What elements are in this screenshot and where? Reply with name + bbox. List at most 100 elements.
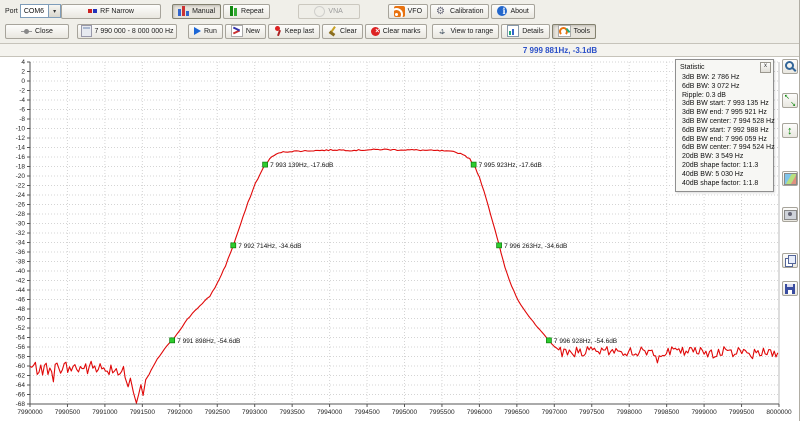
trace-marker[interactable] — [262, 161, 268, 168]
rf-narrow-button[interactable]: RF Narrow — [61, 3, 162, 19]
clear-button[interactable]: Clear — [322, 23, 363, 39]
x-tick-label: 7998500 — [654, 409, 680, 416]
marker-label: 7 995 923Hz, -17.6dB — [479, 162, 542, 169]
screenshot-button[interactable] — [782, 207, 798, 222]
vna-button-label: VNA — [328, 7, 343, 15]
keep-last-icon — [274, 26, 282, 36]
trace-marker[interactable] — [169, 337, 176, 344]
chevron-down-icon: ▾ — [48, 5, 61, 17]
y-tick-label: -46 — [16, 297, 26, 304]
vna-icon — [314, 5, 326, 17]
y-tick-label: -38 — [16, 259, 26, 266]
tools-button[interactable]: Tools — [551, 23, 596, 39]
trace-marker[interactable] — [230, 242, 237, 249]
copy-icon — [784, 255, 796, 267]
trace-marker[interactable] — [546, 337, 552, 344]
stat-line: 20dB shape factor: 1:1.3 — [682, 161, 759, 169]
calibration-button[interactable]: Calibration — [430, 3, 490, 19]
y-tick-label: -58 — [16, 354, 26, 361]
stat-line: 3dB BW end: 7 995 921 Hz — [682, 109, 767, 117]
manual-button[interactable]: Manual — [172, 3, 222, 19]
x-tick-label: 7995500 — [429, 409, 455, 416]
freq-range-button-label: 7 990 000 - 8 000 000 Hz — [94, 27, 174, 35]
keep-last-button[interactable]: Keep last — [267, 23, 321, 39]
clear-marks-button[interactable]: Clear marks — [364, 23, 427, 39]
clear-marks-icon — [370, 26, 380, 36]
marker-label: 7 996 263Hz, -34.6dB — [504, 243, 567, 250]
about-button[interactable]: About — [491, 3, 535, 19]
trace-marker[interactable] — [470, 161, 477, 168]
y-tick-label: -26 — [16, 202, 26, 209]
y-tick-label: -18 — [16, 164, 26, 171]
stat-line: 6dB BW: 3 072 Hz — [682, 82, 740, 90]
new-icon — [230, 25, 243, 37]
freq-range-button[interactable]: 7 990 000 - 8 000 000 Hz — [77, 23, 177, 39]
status-bar: 7 999 881Hz, -3.1dB — [0, 44, 799, 57]
y-tick-label: -40 — [16, 268, 26, 275]
x-tick-label: 7994000 — [317, 409, 343, 416]
tools-icon — [557, 25, 571, 37]
y-tick-label: -60 — [16, 363, 26, 370]
y-tick-label: -48 — [16, 306, 26, 313]
vfo-button[interactable]: VFO — [387, 3, 429, 19]
y-tick-label: -22 — [16, 183, 26, 190]
x-tick-label: 7999500 — [729, 409, 755, 416]
stat-line: 20dB BW: 3 549 Hz — [682, 153, 744, 161]
y-tick-label: -10 — [16, 126, 26, 133]
x-tick-label: 7990500 — [55, 409, 81, 416]
copy-button[interactable] — [782, 253, 798, 268]
marker-label: 7 992 714Hz, -34.6dB — [238, 243, 301, 250]
x-tick-label: 7998000 — [617, 409, 643, 416]
stat-line: 3dB BW: 2 786 Hz — [682, 74, 740, 81]
details-button-label: Details — [522, 27, 544, 35]
y-tick-label: -54 — [16, 335, 26, 342]
y-tick-label: -12 — [16, 135, 26, 142]
calibration-button-label: Calibration — [450, 7, 484, 15]
details-button[interactable]: Details — [501, 23, 550, 39]
x-tick-label: 7997000 — [542, 409, 568, 416]
y-tick-label: -8 — [19, 116, 25, 123]
y-tick-label: -30 — [16, 221, 26, 228]
x-tick-label: 7994500 — [354, 409, 380, 416]
chart-area: 7990000 7990500 7991000 7991500 7992000 79925… — [0, 57, 800, 421]
repeat-button[interactable]: Repeat — [223, 3, 270, 19]
fit-horizontal-button[interactable] — [782, 93, 798, 108]
vna-button[interactable]: VNA — [297, 3, 360, 19]
y-tick-label: -50 — [16, 316, 26, 323]
close-icon[interactable]: x — [760, 62, 771, 73]
rf-icon — [88, 9, 98, 13]
y-tick-label: -34 — [16, 240, 26, 247]
toolbar: Port COM6 ▾ RF Narrow Manual Repeat VNA VFO C… — [0, 0, 799, 44]
x-tick-label: 7997500 — [579, 409, 605, 416]
y-tick-label: -2 — [19, 88, 25, 95]
run-button[interactable]: Run — [188, 23, 223, 39]
sweep-trace — [29, 148, 779, 404]
y-tick-label: -52 — [16, 325, 26, 332]
vfo-button-label: VFO — [407, 7, 423, 15]
sweep-plot[interactable]: 7990000 7990500 7991000 7991500 7992000 79925… — [0, 57, 800, 421]
tools-button-label: Tools — [573, 27, 590, 35]
save-image-button[interactable] — [782, 281, 798, 296]
trace-marker[interactable] — [496, 242, 502, 249]
y-tick-label: -24 — [16, 192, 26, 199]
fit-vertical-button[interactable] — [782, 123, 798, 138]
zoom-cursor-button[interactable] — [782, 59, 798, 74]
stat-line: 3dB BW center: 7 994 528 Hz — [682, 117, 775, 125]
x-tick-label: 7991500 — [130, 409, 156, 416]
y-tick-label: -14 — [16, 145, 26, 152]
manual-icon — [178, 6, 190, 16]
fit-all-icon — [784, 94, 796, 108]
close-button[interactable]: Close — [5, 23, 69, 39]
y-tick-label: 2 — [21, 69, 25, 76]
x-tick-label: 7993500 — [279, 409, 305, 416]
port-label: Port — [5, 7, 18, 15]
new-button[interactable]: New — [224, 23, 266, 39]
stat-line: 3dB BW start: 7 993 135 Hz — [682, 100, 769, 108]
view-to-range-button[interactable]: View to range — [431, 23, 500, 39]
port-select[interactable]: COM6 ▾ — [19, 4, 62, 18]
y-tick-label: -64 — [16, 382, 26, 389]
statistic-panel: Statistic x 3dB BW: 2 786 Hz 6dB BW: 3 07… — [675, 59, 775, 193]
view-range-icon — [438, 26, 448, 37]
graph-image-button[interactable] — [782, 171, 798, 186]
